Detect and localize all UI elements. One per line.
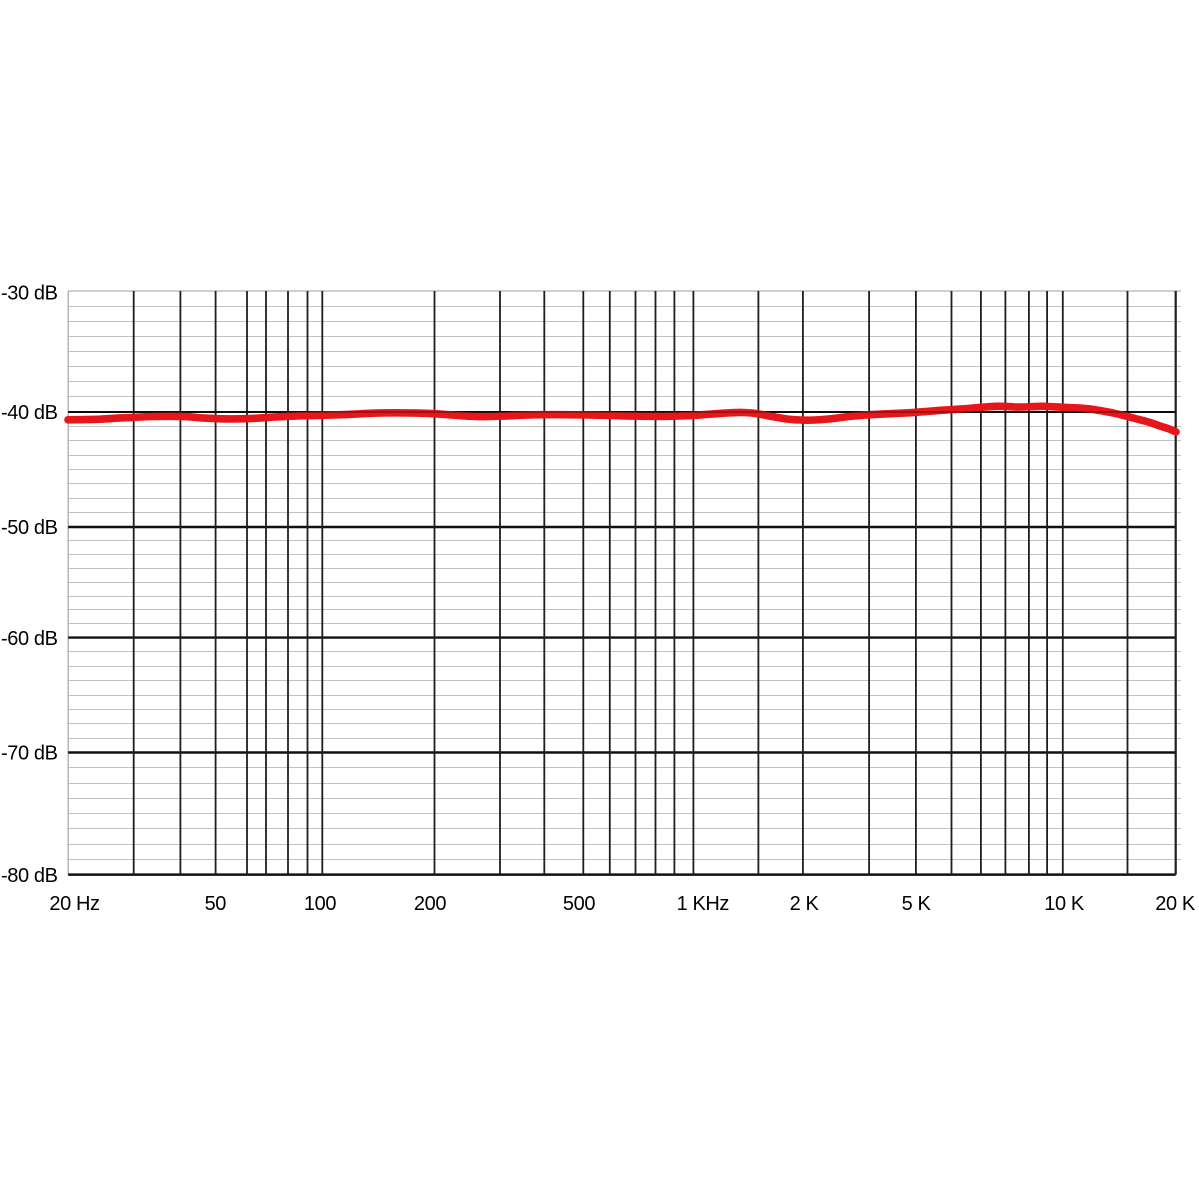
svg-text:20 Hz: 20 Hz <box>49 893 99 915</box>
svg-text:2 K: 2 K <box>790 893 820 915</box>
svg-text:-60 dB: -60 dB <box>1 628 58 650</box>
svg-text:-80 dB: -80 dB <box>1 865 58 887</box>
svg-text:500: 500 <box>563 893 595 915</box>
svg-text:1 KHz: 1 KHz <box>677 893 729 915</box>
svg-text:-40 dB: -40 dB <box>1 402 58 424</box>
svg-text:-30 dB: -30 dB <box>1 283 58 305</box>
svg-text:10 K: 10 K <box>1044 893 1085 915</box>
svg-text:50: 50 <box>205 893 227 915</box>
svg-text:200: 200 <box>414 893 446 915</box>
svg-text:-50 dB: -50 dB <box>1 517 58 539</box>
svg-text:20 K: 20 K <box>1155 893 1196 915</box>
svg-text:5 K: 5 K <box>902 893 932 915</box>
svg-text:-70 dB: -70 dB <box>1 743 58 765</box>
svg-text:100: 100 <box>304 893 336 915</box>
